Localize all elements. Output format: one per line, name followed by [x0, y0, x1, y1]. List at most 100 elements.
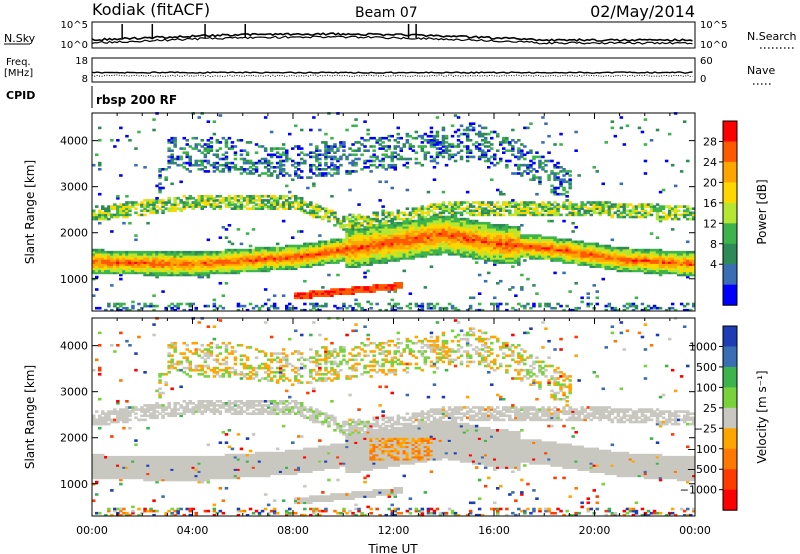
power-cell: [363, 149, 367, 152]
power-cell: [532, 203, 536, 206]
power-cell: [474, 207, 479, 210]
power-cell: [610, 207, 615, 210]
power-cell: [348, 234, 352, 237]
power-cell: [110, 215, 114, 219]
power-cell: [236, 248, 241, 252]
power-cell: [502, 192, 506, 196]
power-cell: [278, 155, 283, 159]
power-cell: [206, 170, 211, 173]
power-cell: [450, 242, 455, 246]
power-cell: [351, 263, 355, 266]
power-cell: [281, 219, 286, 223]
power-cell: [321, 259, 325, 262]
power-cell: [565, 244, 569, 248]
power-cell: [143, 250, 147, 254]
power-cell: [221, 136, 226, 140]
power-cell: [628, 261, 633, 264]
power-cell: [447, 232, 452, 235]
power-cell: [568, 242, 572, 246]
power-cell: [625, 265, 630, 268]
power-cell: [562, 244, 566, 248]
power-cell: [200, 269, 204, 273]
power-cell: [535, 151, 539, 154]
power-cell: [113, 250, 117, 254]
power-cell: [318, 242, 322, 246]
power-cell: [580, 263, 584, 266]
power-cell: [297, 230, 301, 233]
power-cell: [465, 128, 470, 132]
power-cell: [574, 250, 578, 254]
power-cell: [613, 257, 618, 260]
power-cell: [110, 267, 114, 271]
power-cell: [300, 147, 304, 150]
power-cell: [140, 205, 144, 208]
power-cell: [131, 261, 135, 264]
power-cell: [285, 244, 289, 248]
power-cell: [92, 215, 96, 219]
power-cell: [580, 203, 584, 206]
power-cell: [137, 302, 141, 306]
power-cell: [487, 244, 491, 248]
power-cell: [387, 134, 391, 138]
power-cell: [197, 149, 201, 152]
power-cell: [393, 284, 397, 287]
power-cell: [315, 211, 319, 215]
power-cell: [245, 259, 250, 262]
power-cell: [474, 255, 479, 258]
power-cell: [224, 157, 229, 161]
power-cell: [619, 261, 624, 264]
power-cell: [375, 255, 379, 258]
power-cell: [185, 263, 189, 266]
power-cell: [251, 205, 256, 208]
power-cell: [435, 240, 440, 244]
power-cell: [592, 265, 596, 268]
power-cell: [281, 263, 286, 266]
power-cell: [206, 250, 211, 254]
power-cell: [303, 261, 307, 264]
power-cell: [158, 261, 162, 264]
power-cell: [562, 240, 566, 244]
power-cell: [402, 242, 406, 246]
power-cell: [625, 253, 630, 256]
power-cell: [405, 166, 410, 169]
power-cell: [550, 188, 554, 192]
power-cell: [526, 151, 530, 154]
power-cell: [327, 211, 331, 215]
power-cell: [387, 166, 391, 169]
power-cell: [616, 308, 621, 312]
power-cell: [514, 238, 518, 242]
power-cell: [553, 248, 557, 252]
power-cell: [188, 205, 192, 208]
power-cell: [595, 290, 599, 293]
power-cell: [477, 302, 482, 306]
power-cell: [245, 207, 250, 210]
power-cell: [366, 215, 370, 219]
power-cell: [354, 124, 358, 128]
power-cell: [474, 246, 479, 250]
power-cell: [176, 203, 180, 206]
power-cell: [257, 308, 262, 312]
power-cell: [640, 248, 645, 252]
power-cell: [456, 207, 461, 210]
power-cell: [589, 209, 593, 213]
power-cell: [330, 257, 334, 260]
power-cell: [435, 147, 440, 150]
power-cell: [420, 236, 425, 239]
power-cell: [206, 199, 211, 202]
power-cell: [194, 271, 198, 275]
power-cell: [209, 257, 214, 260]
power-cell: [360, 248, 364, 252]
power-cell: [345, 217, 349, 221]
power-cell: [119, 257, 123, 260]
power-cell: [221, 199, 226, 202]
power-cell: [372, 286, 376, 289]
power-cell: [622, 211, 627, 215]
power-cell: [366, 246, 370, 250]
power-cell: [417, 217, 422, 221]
power-cell: [402, 246, 406, 250]
power-cell: [598, 207, 602, 210]
power-cell: [167, 209, 171, 213]
power-cell: [113, 261, 117, 264]
power-cell: [345, 215, 349, 219]
power-cell: [254, 263, 259, 266]
